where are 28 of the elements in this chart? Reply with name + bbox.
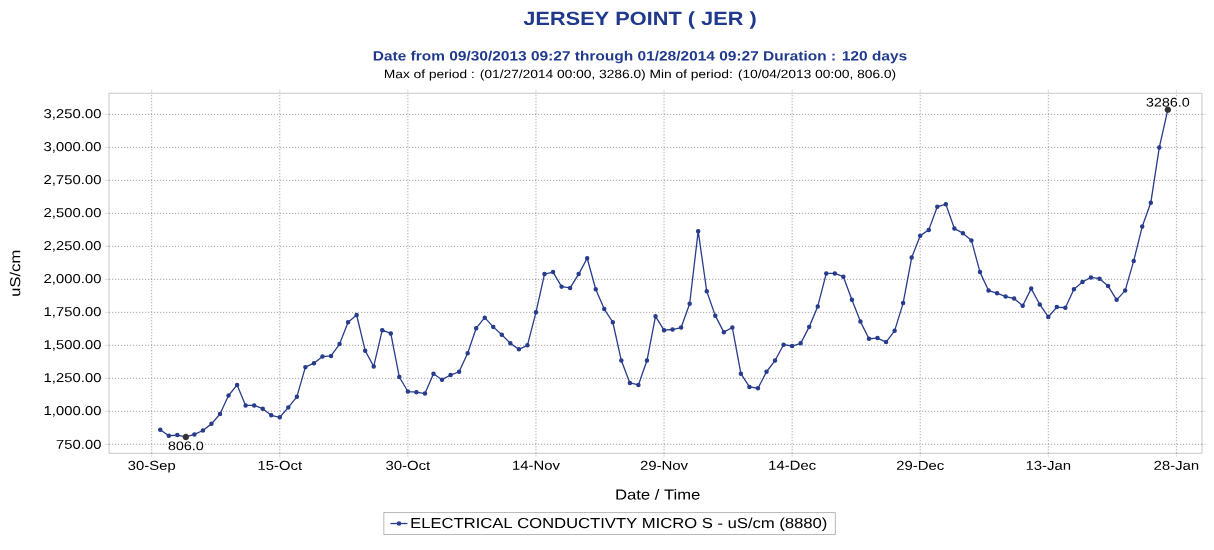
y-tick-label: 3,250.00 — [44, 109, 101, 120]
x-tick-label: 29-Dec — [896, 460, 944, 470]
text: Max of period : (01/27/2014 00:00, 3286.0) Min of period: (10/04/2013 00:00, 806.0) — [384, 69, 896, 81]
y-tick-label: 1,000.00 — [44, 405, 101, 417]
x-tick-label: 30-Oct — [386, 460, 431, 470]
y-axis-title: uS/cm — [9, 250, 21, 296]
y-tick-label: 1,500.00 — [44, 340, 101, 351]
y-tick-label: 750.00 — [56, 439, 101, 449]
x-axis-title: Date / Time — [616, 489, 700, 500]
annotation: 806.0 — [168, 441, 204, 451]
x-tick-label: 13-Jan — [1026, 460, 1071, 470]
x-tick-label: 28-Jan — [1154, 460, 1199, 470]
chart-subtitle: Date from 09/30/2013 09:27 through 01/28/2014 09:27 Duration : 120 days — [373, 50, 907, 64]
x-tick-label: 14-Nov — [513, 460, 560, 470]
y-tick-label: 2,000.00 — [44, 274, 101, 285]
y-tick-label: 3,000.00 — [44, 142, 101, 153]
y-tick-label: 2,500.00 — [44, 208, 101, 219]
y-tick-label: 1,750.00 — [44, 307, 101, 318]
chart-title: JERSEY POINT ( JER ) — [523, 11, 756, 29]
x-tick-label: 14-Dec — [769, 460, 816, 470]
x-tick-label: 30-Sep — [128, 460, 176, 473]
x-tick-label: 29-Nov — [640, 460, 688, 470]
y-tick-label: 2,250.00 — [44, 241, 101, 252]
y-tick-label: 2,750.00 — [44, 175, 101, 186]
legend-label: ELECTRICAL CONDUCTIVTY MICRO S - uS/cm (8880) — [411, 517, 827, 531]
annotation: 3286.0 — [1146, 97, 1190, 107]
y-tick-label: 1,250.00 — [44, 372, 101, 384]
x-tick-label: 15-Oct — [258, 460, 303, 470]
